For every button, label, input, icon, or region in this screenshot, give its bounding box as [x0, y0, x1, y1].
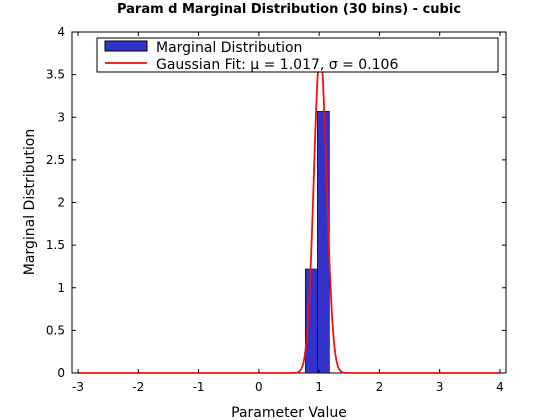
x-tick-label: 0: [255, 380, 263, 394]
x-axis-label: Parameter Value: [231, 405, 347, 420]
x-tick-label: 3: [436, 380, 444, 394]
plot-frame: [71, 31, 507, 374]
x-tick-label: -2: [132, 380, 144, 394]
y-tick-label: 0: [57, 366, 65, 380]
y-tick-label: 1: [57, 281, 65, 295]
histogram-bar-2: [317, 110, 330, 374]
x-tick-label: 4: [496, 380, 504, 394]
chart-title: Param d Marginal Distribution (30 bins) …: [117, 2, 461, 17]
x-tick-label: -1: [193, 380, 205, 394]
x-axis-ticks: -3 -2 -1 0 1 2 3 4: [72, 32, 504, 394]
legend-label-gaussian-fit: Gaussian Fit: μ = 1.017, σ = 0.106: [156, 57, 398, 73]
y-tick-label: 2: [57, 196, 65, 210]
x-tick-label: 2: [376, 380, 384, 394]
legend-label-marginal-distribution: Marginal Distribution: [156, 40, 302, 56]
y-axis-label: Marginal Distribution: [22, 129, 38, 275]
y-tick-label: 1.5: [46, 238, 65, 252]
y-tick-label: 3.5: [46, 68, 65, 82]
y-axis-ticks: 0 0.5 1 1.5 2 2.5 3 3.5 4: [46, 25, 506, 380]
plot-area: -3 -2 -1 0 1 2 3 4 0 0.5 1 1.5 2 2.5 3 3.5 4: [46, 25, 507, 394]
legend: Marginal Distribution Gaussian Fit: μ = …: [96, 37, 499, 73]
y-tick-label: 3: [57, 110, 65, 124]
x-tick-label: 1: [315, 380, 323, 394]
y-tick-label: 2.5: [46, 153, 65, 167]
legend-swatch-marginal-distribution: [104, 40, 148, 52]
legend-box: [96, 37, 499, 73]
x-tick-label: -3: [72, 380, 84, 394]
gaussian-fit-line: [78, 50, 500, 374]
y-tick-label: 4: [57, 25, 65, 39]
y-tick-label: 0.5: [46, 323, 65, 337]
